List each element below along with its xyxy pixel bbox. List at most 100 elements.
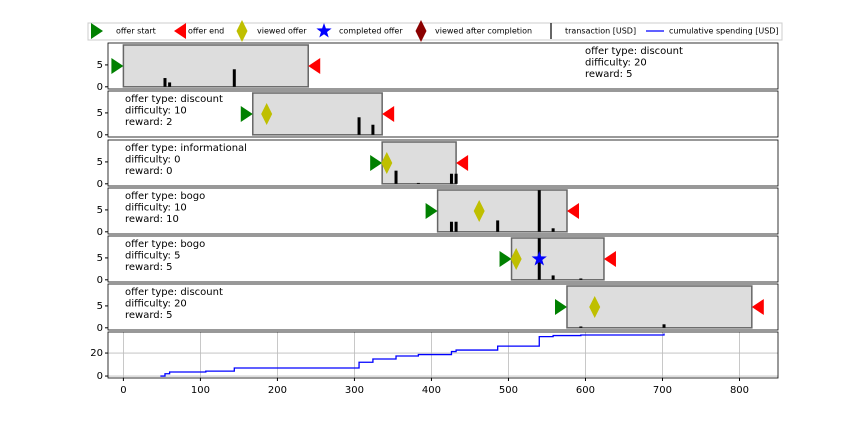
offer-info: difficulty: 20 [585,58,647,69]
offer-info: offer type: bogo [125,239,205,250]
transaction-bar [371,124,375,135]
legend-label: transaction [USD] [565,27,636,36]
offer-window [122,44,309,88]
legend-marker [236,20,248,42]
transaction-bar [163,78,167,87]
offer-window [510,237,605,281]
legend-marker [91,23,103,39]
offer-start [111,58,124,74]
offer-start [499,251,512,267]
viewed-offer [381,152,393,174]
transaction-bar [579,326,583,328]
offer-info: difficulty: 10 [125,106,187,117]
offer-info: reward: 10 [125,214,179,225]
transaction-bar [394,170,398,184]
legend-marker [316,23,332,38]
offer-info: offer type: informational [125,143,247,154]
legend-label: completed offer [339,27,403,36]
offer-window [381,141,457,185]
y-tick-label: 0 [97,130,103,141]
panel-frame [107,42,779,90]
transaction-bar [662,324,666,328]
y-tick-label: 5 [97,253,103,264]
transaction-bar [551,275,555,280]
offer-start [370,155,383,171]
offer-end [603,251,616,267]
offer-info: offer type: discount [125,287,223,298]
y-tick-label: 20 [90,348,103,359]
offer-info: offer type: discount [125,94,223,105]
viewed-offer [510,248,522,270]
offer-info: difficulty: 20 [125,299,187,310]
legend-label: offer start [116,27,156,36]
offer-info: reward: 5 [125,262,173,273]
transaction-bar [449,221,453,232]
panel-frame [107,90,779,138]
offer-end [751,299,764,315]
completed-offer [531,251,547,266]
x-tick-label: 300 [345,385,364,396]
y-tick-label: 0 [97,275,103,286]
y-tick-label: 5 [97,157,103,168]
x-tick-label: 400 [422,385,441,396]
x-tick-label: 200 [268,385,287,396]
legend-label: viewed offer [257,27,307,36]
offer-end [456,155,469,171]
x-tick-label: 500 [499,385,518,396]
offer-info: reward: 0 [125,166,173,177]
transaction-bar [454,221,458,232]
legend-marker [174,23,186,39]
offer-start [240,106,253,122]
transaction-bar [551,228,555,232]
panel-frame [107,331,779,379]
transaction-bar [357,117,361,135]
y-tick-label: 0 [97,323,103,334]
transaction-bar [416,182,420,184]
y-tick-label: 0 [97,179,103,190]
offer-window [436,189,568,233]
y-tick-label: 5 [97,301,103,312]
offer-info: reward: 5 [585,69,633,80]
offer-end [308,58,321,74]
offer-info: reward: 2 [125,117,173,128]
offer-end [566,203,579,219]
panel-frame [107,235,779,283]
offer-info: offer type: bogo [125,191,205,202]
offer-end [382,106,395,122]
offer-info: difficulty: 5 [125,251,180,262]
legend-label: viewed after completion [435,27,532,36]
transaction-bar [454,173,458,184]
cumulative-line [160,333,665,377]
y-tick-label: 5 [97,108,103,119]
viewed-offer [473,200,485,222]
panel-frame [107,139,779,187]
y-tick-label: 0 [97,82,103,93]
legend-label: offer end [188,27,224,36]
transaction-bar [496,220,500,232]
transaction-bar [232,69,236,87]
offer-window [566,285,753,329]
transaction-bar [579,278,583,280]
offer-info: difficulty: 0 [125,155,180,166]
offer-info: reward: 5 [125,310,173,321]
transaction-bar [168,82,172,87]
legend-marker [415,20,427,42]
offer-start [554,299,567,315]
legend-label: cumulative spending [USD] [669,27,779,36]
x-tick-label: 800 [730,385,749,396]
panel-frame [107,283,779,331]
viewed-offer [589,296,601,318]
y-tick-label: 5 [97,205,103,216]
offer-info: offer type: discount [585,46,683,57]
panel-frame [107,187,779,235]
x-tick-label: 100 [191,385,210,396]
viewed-offer [261,103,273,125]
transaction-bar [537,190,541,232]
x-tick-label: 600 [576,385,595,396]
x-tick-label: 0 [120,385,126,396]
y-tick-label: 0 [97,371,103,382]
y-tick-label: 0 [97,227,103,238]
y-tick-label: 5 [97,60,103,71]
x-tick-label: 700 [653,385,672,396]
